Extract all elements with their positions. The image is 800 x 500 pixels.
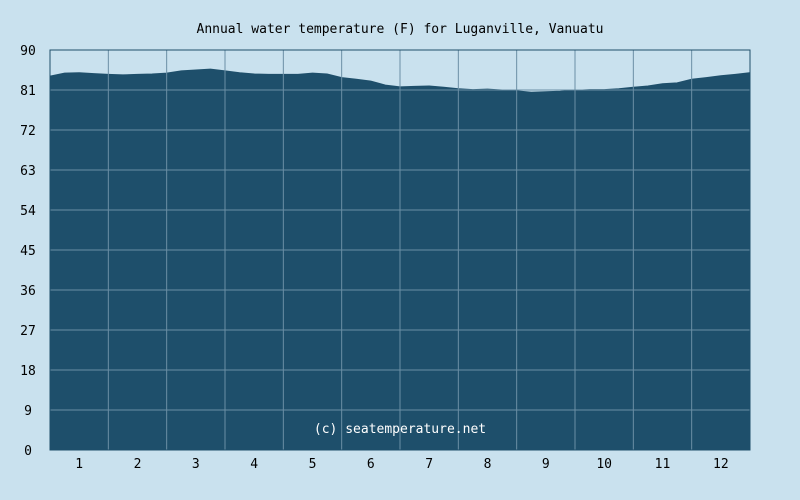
y-tick-label: 63	[20, 164, 36, 179]
watermark: (c) seatemperature.net	[314, 422, 486, 437]
plot-frame	[49, 49, 751, 451]
y-tick-label: 81	[20, 84, 36, 99]
y-tick-label: 18	[20, 364, 36, 379]
x-tick-label: 3	[192, 457, 200, 472]
x-axis-ticks: 1 2 3 4 5 6 7 8 9 10 11 12	[75, 457, 728, 472]
x-tick-label: 10	[596, 457, 612, 472]
x-tick-label: 6	[367, 457, 375, 472]
x-tick-label: 9	[542, 457, 550, 472]
y-tick-label: 9	[24, 404, 32, 419]
y-tick-label: 36	[20, 284, 36, 299]
x-tick-label: 11	[655, 457, 671, 472]
y-tick-label: 0	[24, 444, 32, 459]
y-tick-label: 45	[20, 244, 36, 259]
y-tick-label: 54	[20, 204, 36, 219]
y-tick-label: 72	[20, 124, 36, 139]
chart-title: Annual water temperature (F) for Luganvi…	[197, 22, 604, 37]
x-tick-label: 12	[713, 457, 729, 472]
x-tick-label: 1	[75, 457, 83, 472]
x-tick-label: 2	[134, 457, 142, 472]
x-tick-label: 5	[309, 457, 317, 472]
x-tick-label: 8	[484, 457, 492, 472]
grid-lines	[49, 49, 751, 451]
y-tick-label: 27	[20, 324, 36, 339]
x-tick-label: 7	[425, 457, 433, 472]
x-tick-label: 4	[250, 457, 258, 472]
y-axis-ticks: 0 9 18 27 36 45 54 63 72 81 90	[20, 44, 36, 459]
y-tick-label: 90	[20, 44, 36, 59]
